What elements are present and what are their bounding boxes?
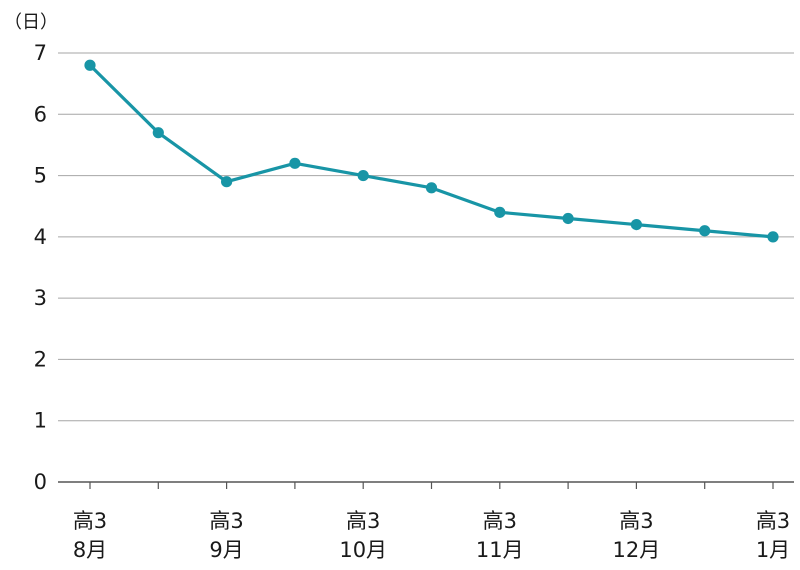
x-tick-label-line: 11月 — [476, 538, 524, 562]
x-tick-label-line: 高3 — [73, 509, 107, 533]
y-tick-label: 1 — [34, 409, 47, 433]
y-tick-label: 4 — [34, 225, 47, 249]
data-point — [562, 212, 574, 225]
x-tick-label-line: 高3 — [209, 509, 243, 533]
x-tick-label-line: 9月 — [209, 538, 243, 562]
y-tick-label: 5 — [34, 164, 47, 188]
y-tick-label: 0 — [34, 470, 47, 494]
data-point — [699, 225, 711, 237]
data-point — [152, 127, 164, 139]
gridlines — [58, 52, 794, 422]
y-tick-label: 3 — [34, 286, 47, 310]
y-axis-tick-labels: 0 1 2 3 4 5 6 7 — [34, 41, 47, 494]
data-point — [357, 169, 369, 182]
x-tick-label-line: 1月 — [756, 538, 790, 562]
x-tick-label: 高3 9月 — [209, 509, 243, 562]
y-tick-label: 2 — [34, 347, 47, 371]
x-tick-label: 高3 12月 — [613, 509, 661, 562]
x-tick-label-line: 12月 — [613, 538, 661, 562]
data-point — [630, 219, 643, 231]
data-point — [84, 59, 96, 71]
x-tick-label: 高3 1月 — [756, 509, 790, 562]
x-tick-label-line: 高3 — [346, 509, 380, 533]
x-axis — [58, 481, 794, 489]
y-tick-label: 6 — [34, 102, 47, 126]
data-points — [84, 59, 779, 243]
x-tick-label-line: 高3 — [756, 509, 790, 533]
x-tick-label: 高3 11月 — [476, 509, 524, 562]
y-tick-label: 7 — [34, 41, 47, 65]
series-line — [88, 63, 775, 239]
data-point — [494, 206, 506, 218]
x-tick-label-line: 高3 — [619, 509, 653, 533]
x-tick-label: 高3 8月 — [73, 509, 107, 562]
x-tick-label-line: 8月 — [73, 538, 107, 562]
data-point — [425, 182, 438, 194]
data-point — [767, 231, 779, 243]
data-point — [221, 176, 233, 188]
y-axis-unit-label: （日） — [4, 12, 58, 33]
data-point — [289, 157, 301, 169]
x-tick-label-line: 10月 — [339, 538, 387, 562]
x-tick-label: 高3 10月 — [339, 509, 387, 562]
series-polyline — [88, 63, 775, 239]
x-tick-label-line: 高3 — [483, 509, 517, 533]
